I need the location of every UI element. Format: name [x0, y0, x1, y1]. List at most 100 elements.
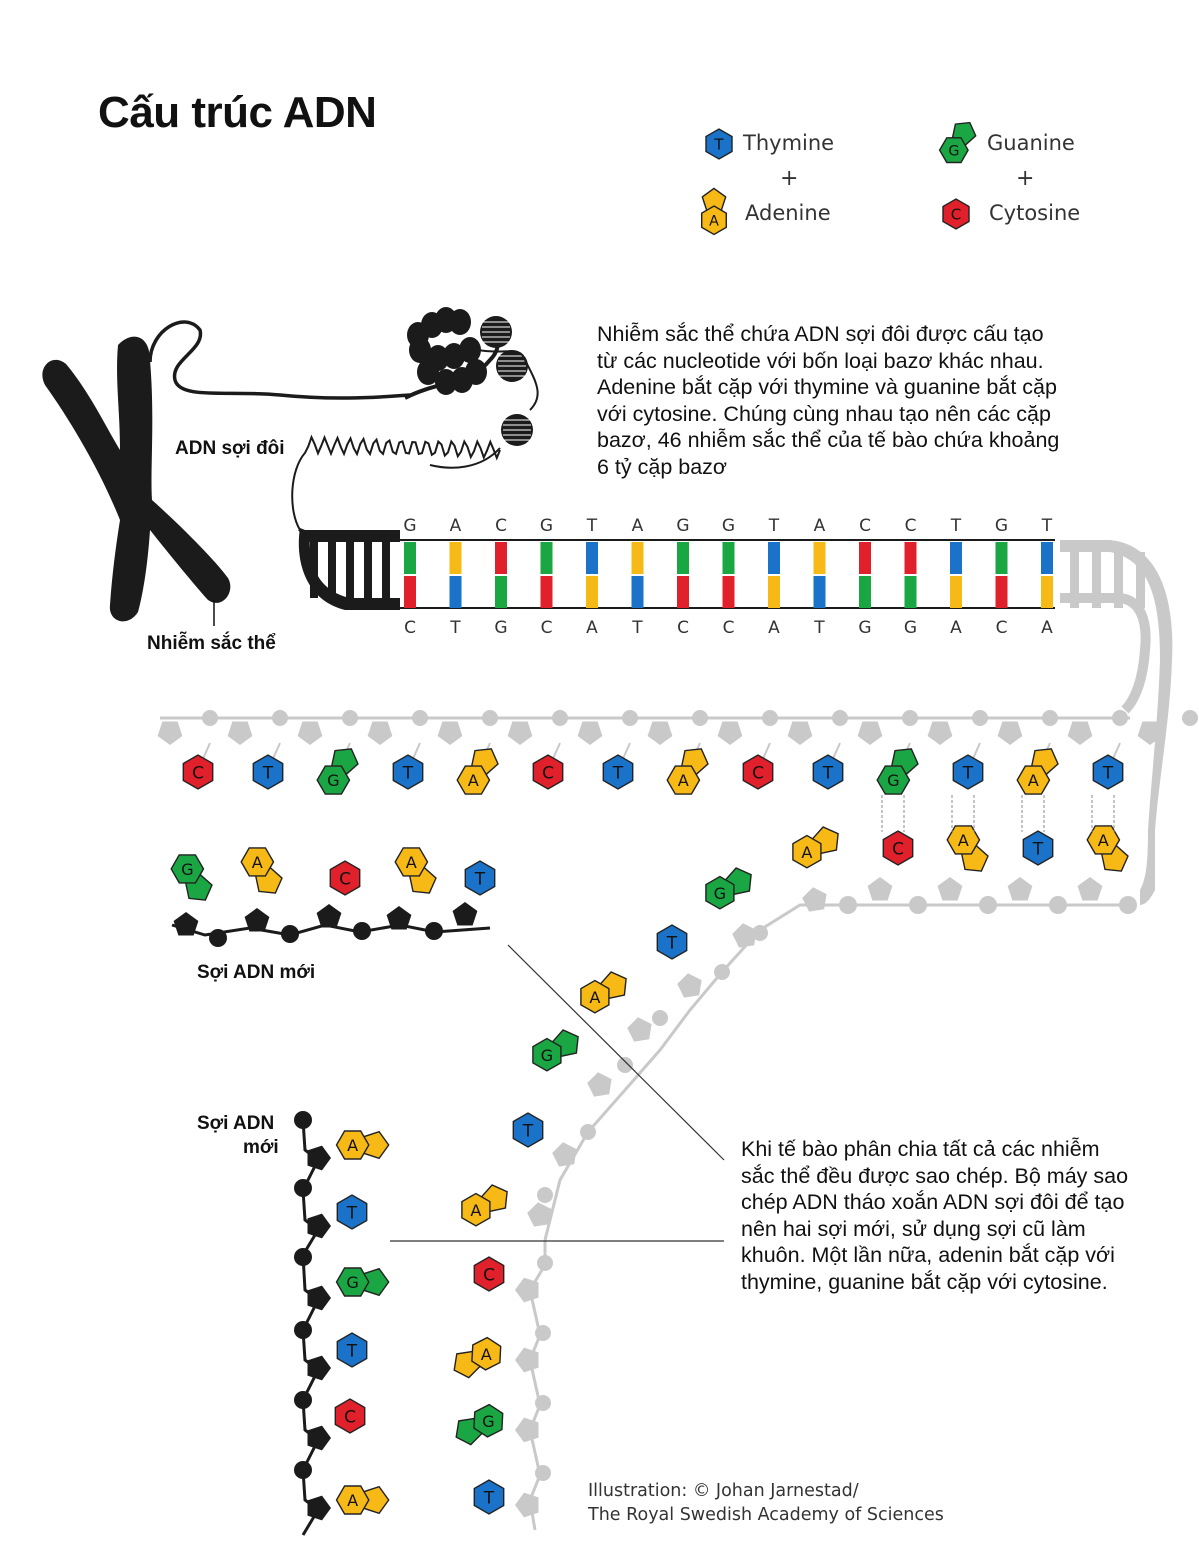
thymine-hexagon	[336, 1194, 368, 1230]
gray-phosphate	[535, 1465, 551, 1481]
ladder-rung-black	[328, 542, 336, 598]
base-T: T	[1022, 830, 1054, 866]
sequence-bottom-letter: G	[494, 618, 507, 638]
base-T: T	[1092, 754, 1124, 790]
base-bar-top	[677, 542, 689, 574]
gray-ribbon-inner	[1060, 593, 1151, 714]
sequence-top-letter: A	[814, 516, 826, 536]
base-T: T	[602, 754, 634, 790]
adenine-hexagon	[1086, 825, 1121, 855]
gray-sugar	[367, 721, 393, 745]
base-letter: T	[713, 136, 724, 154]
credit-line2: The Royal Swedish Academy of Sciences	[588, 1505, 944, 1525]
base-bar-top	[950, 542, 962, 574]
cytosine-hexagon	[473, 1256, 505, 1292]
black-phosphate	[353, 922, 371, 940]
paragraph-bottom-line: Khi tế bào phân chia tất cả các nhiễm	[741, 1137, 1100, 1161]
cytosine-hexagon	[334, 1398, 366, 1434]
base-bar-bottom	[722, 576, 735, 608]
base-A: A	[453, 1336, 502, 1379]
gray-sugar	[997, 721, 1023, 745]
paragraph-top-line: Nhiễm sắc thể chứa ADN sợi đôi được cấu …	[597, 322, 1044, 346]
base-A: A	[792, 826, 839, 869]
paragraph-bottom-line: chép ADN tháo xoắn ADN sợi đôi để tạo	[741, 1190, 1125, 1214]
base-A: A	[335, 1130, 390, 1160]
gray-sugar	[677, 973, 702, 998]
guanine-hexagon	[316, 765, 351, 795]
base-letter: T	[522, 1121, 534, 1141]
adenine-hexagon	[946, 825, 981, 855]
base-bar-bottom	[995, 576, 1008, 608]
gray-phosphate	[617, 1057, 633, 1073]
base-bar-bottom	[586, 576, 598, 608]
sequence-top-letter: G	[722, 516, 735, 536]
gray-sugar	[552, 1142, 577, 1167]
adenine-hexagon	[666, 765, 701, 795]
credit-line1: Illustration: © Johan Jarnestad/	[588, 1481, 859, 1501]
base-T: T	[336, 1194, 368, 1230]
base-bar-top	[495, 542, 507, 574]
base-bar-bottom	[495, 576, 507, 608]
base-letter: C	[344, 1407, 356, 1427]
gray-sugar	[857, 721, 883, 745]
adenine-hexagon	[701, 205, 727, 236]
sequence-bottom-letter: C	[404, 618, 416, 638]
gray-sugar	[787, 721, 813, 745]
paragraph-top-line: 6 tỷ cặp bazơ	[597, 454, 728, 479]
guanine-hexagon	[938, 137, 969, 164]
sequence-top-letter: G	[995, 516, 1008, 536]
black-sugar	[307, 1213, 331, 1239]
black-phosphate	[294, 1179, 312, 1197]
gray-phosphate	[537, 1187, 553, 1203]
gray-sugar	[732, 923, 757, 948]
gray-sugar	[937, 877, 963, 901]
base-letter: G	[327, 771, 340, 790]
base-letter: A	[481, 1345, 492, 1364]
base-letter: T	[346, 1203, 358, 1223]
guanine-hexagon	[170, 854, 205, 884]
gray-phosphate	[714, 964, 730, 980]
sequence-bottom-letter: A	[1041, 618, 1053, 638]
base-letter: G	[714, 884, 727, 903]
black-phosphate	[294, 1111, 312, 1129]
base-letter: T	[962, 763, 974, 783]
nucleosome-bead	[409, 337, 431, 363]
paragraph-top-line: từ các nucleotide với bốn loại bazơ khác…	[597, 348, 1044, 373]
base-T: T	[512, 1112, 544, 1148]
black-phosphate	[209, 929, 227, 947]
gray-rung	[1136, 552, 1145, 608]
base-A: A	[461, 1184, 508, 1227]
base-letter: A	[801, 843, 812, 862]
base-T: T	[656, 924, 688, 960]
base-letter: G	[887, 771, 900, 790]
label-new-strand-2-line1: Sợi ADN	[197, 1113, 275, 1134]
gray-sugar	[515, 1492, 539, 1518]
sequence-bottom-letter: A	[950, 618, 962, 638]
base-bar-top	[631, 542, 644, 574]
base-C: C	[329, 860, 361, 896]
base-T: T	[473, 1479, 505, 1515]
thymine-hexagon	[705, 128, 733, 160]
gray-sugar	[717, 721, 743, 745]
sequence-bottom-letter: A	[586, 618, 598, 638]
base-G: G	[335, 1267, 390, 1297]
gray-sugar	[1007, 877, 1033, 901]
helix-wave	[291, 434, 501, 531]
base-letter: C	[951, 206, 961, 224]
chromatin-fiber	[148, 320, 411, 400]
base-G: G	[532, 1029, 579, 1072]
gray-sugar	[437, 721, 463, 745]
thymine-hexagon	[336, 1332, 368, 1368]
gray-phosphate	[752, 925, 768, 941]
black-sugar	[307, 1285, 331, 1311]
legend-guanine-label: Guanine	[987, 131, 1075, 155]
label-new-strand-1: Sợi ADN mới	[197, 962, 316, 983]
gray-sugar	[1077, 877, 1103, 901]
base-A: A	[1016, 748, 1059, 795]
sequence-bottom-letter: G	[904, 618, 917, 638]
base-A: A	[456, 748, 499, 795]
gray-sugar	[802, 887, 827, 912]
base-A: A	[394, 847, 437, 894]
gray-lower-strand	[528, 1240, 547, 1531]
